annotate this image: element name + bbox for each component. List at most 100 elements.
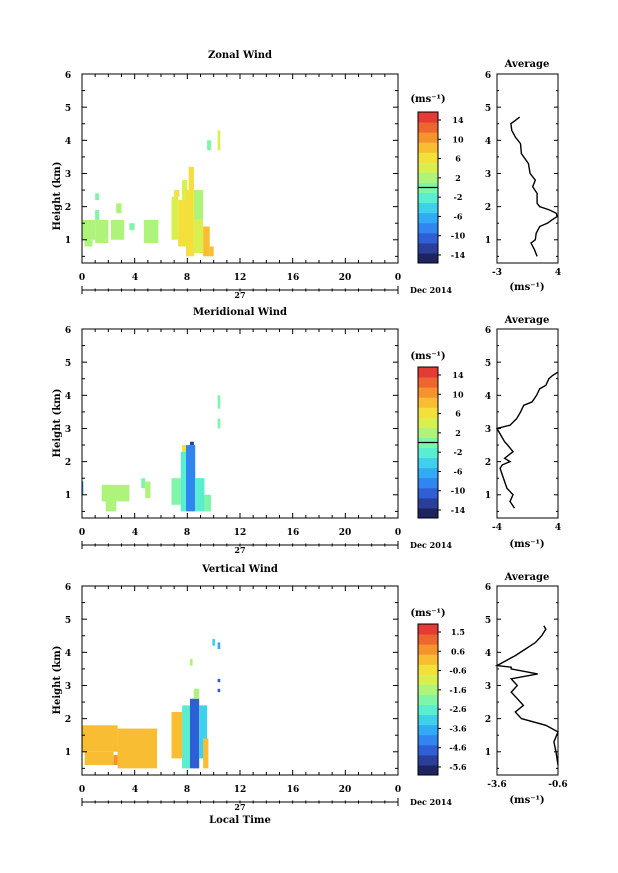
x-axis-label: (ms⁻¹) [509,282,544,293]
heatmap-cell [199,705,208,759]
colorbar-swatch [418,734,438,746]
heatmap-cell [182,705,190,769]
x-tick-label: 8 [184,785,190,795]
x-ticks: 0 4 8 12 16 20 0 [79,74,401,292]
heatmap-cell [186,190,194,257]
colorbar-swatch [418,112,438,123]
average-profile-meridional: Average 1 2 3 4 5 6 -4 4 (ms⁻¹) [485,315,561,550]
colorbar-tick-label: -1.6 [449,685,467,695]
heatmap-cell [116,203,122,214]
heatmap-cell [178,200,187,247]
x-tick-label: 0 [79,785,85,795]
colorbar-swatch [418,744,438,756]
colorbar-tick-label: 0.6 [451,646,465,656]
x-tick-label: 16 [287,785,300,795]
colorbar-swatch [418,477,438,489]
panel-meridional-wind: Meridional Wind Height (km) 1 2 3 4 5 6 … [52,307,466,555]
x-tick-label: 0 [79,273,85,283]
heatmap-cells [82,130,221,257]
heatmap-cell [207,140,212,151]
heatmap-cell [217,688,221,693]
date-label: Dec 2014 [410,797,452,807]
average-profile-line [495,371,559,509]
colorbar-swatch [418,242,438,254]
colorbar-unit: (ms⁻¹) [410,94,445,105]
y-tick-label: 6 [65,583,71,593]
colorbar-swatch [418,212,438,224]
y-ticks: 1 2 3 4 5 6 [65,583,398,769]
y-tick-label: 6 [485,583,491,593]
colorbar-tick-label: 6 [455,409,461,419]
colorbar-swatch [418,122,438,133]
y-tick-label: 6 [65,326,71,336]
y-tick-label: 4 [65,137,71,147]
heatmap-cell [174,190,180,197]
plot-frame [81,73,399,264]
colorbar-swatch [418,232,438,244]
x-axis-label: Local Time [209,815,271,826]
colorbar-swatch [418,654,438,665]
colorbar-unit: (ms⁻¹) [410,608,445,619]
heatmap-cell [101,484,130,502]
y-tick-label: 2 [485,203,491,213]
y-tick-label: 4 [485,137,491,147]
colorbar-tick-label: -4.6 [449,743,467,753]
colorbar-swatch [418,142,438,153]
x-tick-label: 8 [184,273,190,283]
heatmap-cell [195,478,205,512]
colorbar-swatch [418,674,438,685]
y-tick-label: 2 [65,458,71,468]
y-tick-label: 2 [65,203,71,213]
colorbar: 14 10 6 2 -2 -6 -10 -14 [417,366,466,519]
y-tick-label: 6 [65,71,71,81]
y-tick-label: 4 [65,392,71,402]
heatmap-cell [95,209,100,220]
colorbar-tick-label: -6 [454,211,463,221]
date-axis: 27 Dec 2014 [81,285,452,300]
panel-zonal-wind: Zonal Wind Height (km) 1 2 3 4 5 6 0 4 8… [52,50,466,300]
colorbar-tick-label: -2 [454,447,463,457]
heatmap-cell [182,445,188,452]
heatmap-cell [95,219,109,244]
date-axis: 27 Dec 2014 [81,797,452,812]
x-tick-label: -0.6 [548,780,567,790]
heatmap-cell [217,642,221,649]
x-ticks: 0 4 8 12 16 20 0 [79,586,401,804]
colorbar-swatch [418,417,438,428]
colorbar-tick-label: 10 [452,389,464,399]
date-label: Dec 2014 [410,540,452,550]
colorbar-swatch [418,152,438,163]
x-tick-label: 12 [234,785,247,795]
colorbar-tick-label: -14 [451,505,466,515]
colorbar-tick-label: -0.6 [449,666,467,676]
x-tick-label: 20 [339,273,352,283]
x-tick-label: 12 [234,273,247,283]
average-profile-line [510,116,558,257]
average-profile-zonal: Average 1 2 3 4 5 6 -3 4 (ms⁻¹) [485,59,561,293]
y-tick-label: 1 [485,748,491,758]
y-axis-label: Height (km) [52,389,63,458]
colorbar-tick-label: -14 [451,250,466,260]
heatmap-cell [171,712,183,759]
x-tick-label: 0 [395,528,401,538]
y-tick-label: 4 [485,649,491,659]
y-tick-label: 3 [485,682,491,692]
x-tick-label: 8 [184,528,190,538]
colorbar: 1.5 0.6 -0.6 -1.6 -2.6 -3.6 -4.6 -5.6 [417,623,467,776]
x-tick-label: 12 [234,528,247,538]
average-line [496,116,559,263]
heatmap-cell [189,658,193,666]
x-tick-label: 4 [555,523,561,533]
y-tick-label: 6 [485,326,491,336]
heatmap-cell [117,748,125,759]
x-tick-label: 0 [395,273,401,283]
heatmap-cell [95,193,100,200]
heatmap-cell [189,441,194,446]
date-day-label: 27 [234,802,245,812]
x-tick-label: 20 [339,785,352,795]
x-tick-label: -4 [492,523,502,533]
colorbar-swatch [418,754,438,766]
colorbar-swatch [418,252,438,264]
heatmap-cell [182,180,188,200]
y-tick-label: 2 [65,715,71,725]
